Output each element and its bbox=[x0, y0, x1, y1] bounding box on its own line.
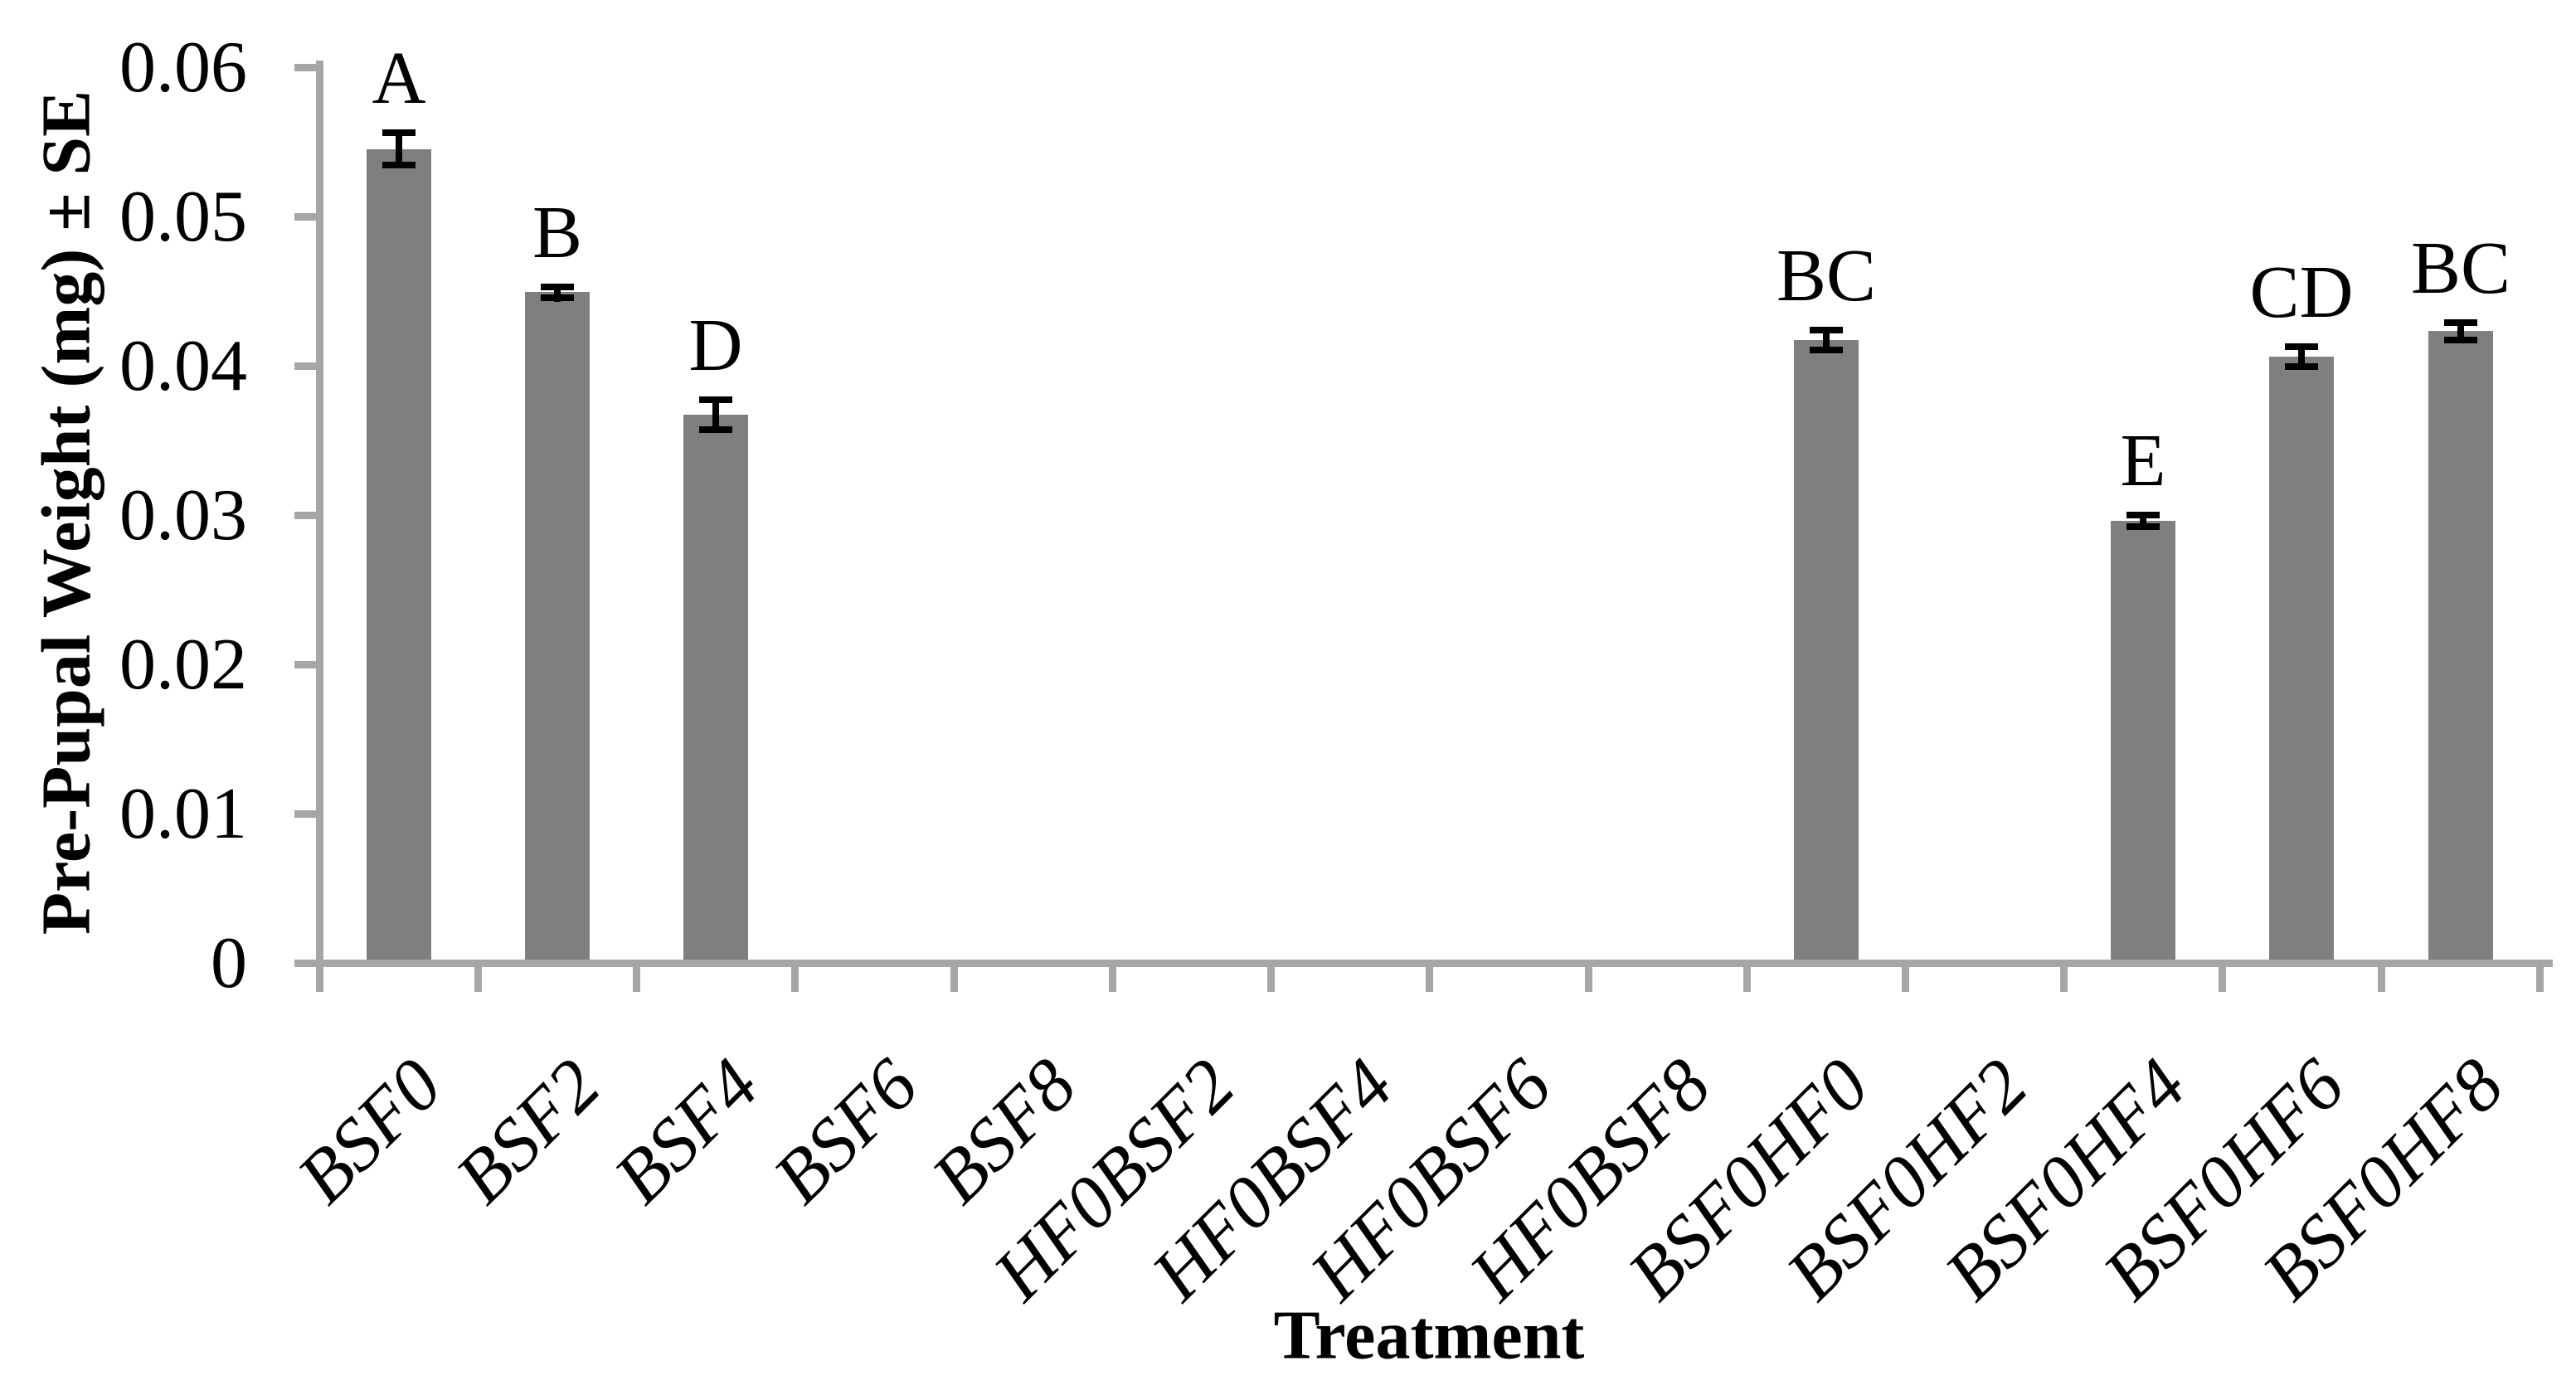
x-tick-6 bbox=[1267, 963, 1275, 992]
error-bar-cap-bottom-bsf0hf8 bbox=[2444, 337, 2477, 343]
significance-letter-bsf0hf0: BC bbox=[1776, 235, 1877, 317]
y-tick-0.04 bbox=[294, 362, 319, 370]
y-tick-label-0.04: 0.04 bbox=[119, 326, 247, 406]
significance-letter-bsf2: B bbox=[532, 192, 583, 274]
error-bar-cap-bottom-bsf2 bbox=[541, 294, 574, 301]
y-tick-label-0.05: 0.05 bbox=[119, 177, 247, 257]
y-tick-0.06 bbox=[294, 64, 319, 71]
x-tick-9 bbox=[1743, 963, 1751, 992]
y-tick-label-0.02: 0.02 bbox=[119, 625, 247, 705]
error-bar-bsf0hf0 bbox=[1823, 327, 1830, 353]
error-bar-cap-bottom-bsf0hf4 bbox=[2126, 523, 2160, 530]
x-axis-title: Treatment bbox=[1273, 1296, 1585, 1374]
error-bar-bsf0hf4 bbox=[2140, 512, 2146, 530]
bar-bsf0 bbox=[367, 149, 431, 963]
category-label-bsf0: BSF0 bbox=[282, 1043, 458, 1219]
y-tick-label-0.03: 0.03 bbox=[119, 475, 247, 556]
y-tick-label-0.01: 0.01 bbox=[119, 774, 247, 854]
y-tick-0.05 bbox=[294, 213, 319, 221]
error-bar-cap-top-bsf0hf0 bbox=[1810, 327, 1843, 333]
x-tick-4 bbox=[950, 963, 958, 992]
error-bar-bsf0 bbox=[396, 129, 402, 168]
error-bar-cap-top-bsf4 bbox=[699, 396, 732, 403]
error-bar-cap-bottom-bsf0 bbox=[382, 162, 416, 168]
x-tick-5 bbox=[1109, 963, 1116, 992]
y-axis-line bbox=[316, 61, 323, 967]
error-bar-bsf4 bbox=[712, 396, 719, 432]
y-tick-0.01 bbox=[294, 810, 319, 818]
y-tick-0.03 bbox=[294, 512, 319, 519]
significance-letter-bsf0: A bbox=[372, 37, 426, 119]
significance-letter-bsf4: D bbox=[688, 304, 743, 386]
bar-bsf0hf6 bbox=[2269, 357, 2334, 963]
x-tick-7 bbox=[1426, 963, 1433, 992]
error-bar-bsf2 bbox=[554, 284, 561, 302]
category-label-bsf4: BSF4 bbox=[599, 1043, 775, 1219]
y-tick-0.02 bbox=[294, 661, 319, 668]
error-bar-cap-top-bsf0 bbox=[382, 129, 416, 136]
error-bar-bsf0hf8 bbox=[2457, 319, 2464, 343]
x-tick-8 bbox=[1585, 963, 1592, 992]
bar-bsf0hf0 bbox=[1794, 340, 1859, 963]
significance-letter-bsf0hf8: BC bbox=[2410, 227, 2511, 309]
error-bar-cap-bottom-bsf0hf0 bbox=[1810, 347, 1843, 353]
significance-letter-bsf0hf4: E bbox=[2120, 420, 2166, 502]
x-axis-line bbox=[294, 960, 2553, 967]
bar-bsf0hf8 bbox=[2428, 331, 2493, 963]
x-tick-13 bbox=[2378, 963, 2385, 992]
error-bar-bsf0hf6 bbox=[2298, 343, 2305, 370]
y-tick-label-0: 0 bbox=[211, 923, 247, 1004]
error-bar-cap-bottom-bsf4 bbox=[699, 426, 732, 433]
x-tick-2 bbox=[633, 963, 640, 992]
x-tick-14 bbox=[2536, 963, 2544, 992]
category-label-bsf6: BSF6 bbox=[758, 1043, 934, 1219]
y-tick-label-0.06: 0.06 bbox=[119, 27, 247, 108]
error-bar-cap-top-bsf0hf4 bbox=[2126, 512, 2160, 518]
x-tick-10 bbox=[1902, 963, 1909, 992]
x-tick-0 bbox=[316, 963, 323, 992]
error-bar-cap-top-bsf0hf8 bbox=[2444, 319, 2477, 326]
bar-bsf2 bbox=[525, 292, 590, 963]
x-tick-1 bbox=[474, 963, 482, 992]
x-tick-11 bbox=[2060, 963, 2068, 992]
error-bar-cap-top-bsf0hf6 bbox=[2285, 343, 2318, 350]
error-bar-cap-bottom-bsf0hf6 bbox=[2285, 363, 2318, 370]
category-label-bsf2: BSF2 bbox=[440, 1043, 616, 1219]
bar-bsf0hf4 bbox=[2111, 521, 2175, 963]
significance-letter-bsf0hf6: CD bbox=[2249, 251, 2354, 333]
bar-bsf4 bbox=[683, 415, 748, 963]
x-tick-12 bbox=[2219, 963, 2226, 992]
x-tick-3 bbox=[791, 963, 799, 992]
error-bar-cap-top-bsf2 bbox=[541, 284, 574, 290]
